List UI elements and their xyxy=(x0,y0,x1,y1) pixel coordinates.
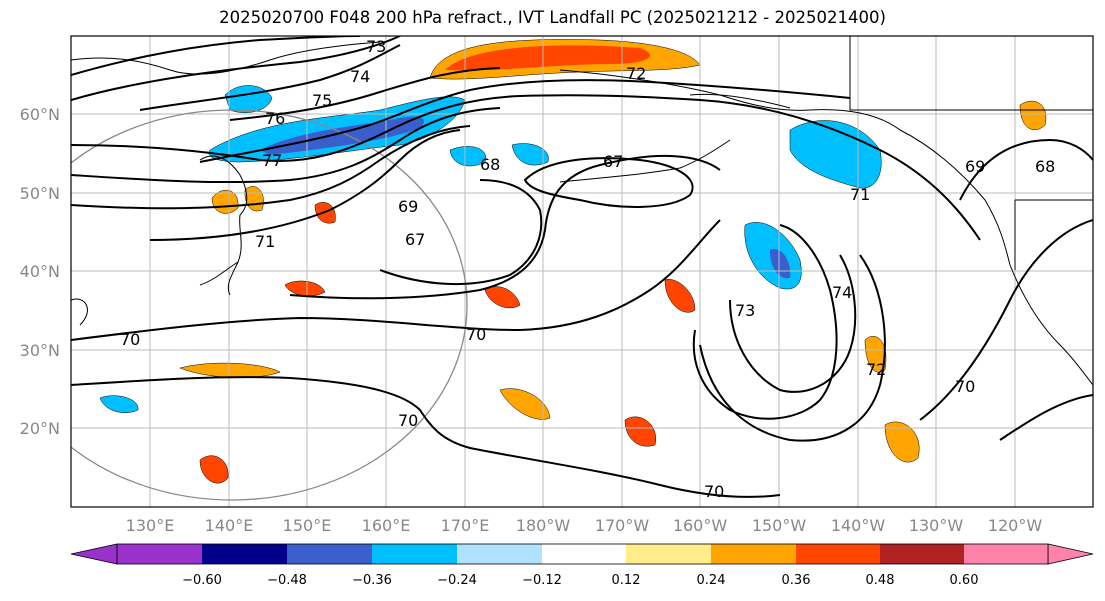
colorbar-segment xyxy=(117,544,202,564)
lon-label: 130°W xyxy=(909,516,964,535)
colorbar-segment xyxy=(880,544,964,564)
map-frame xyxy=(70,35,1094,508)
contour-label: 76 xyxy=(265,109,285,128)
lon-label: 180°W xyxy=(516,516,571,535)
lat-label: 40°N xyxy=(20,262,60,281)
contour-label: 67 xyxy=(603,152,623,171)
coastlines xyxy=(71,36,1093,386)
colorbar-tick-label: 0.60 xyxy=(950,573,979,588)
contour-label: 71 xyxy=(255,232,275,251)
lon-label: 160°E xyxy=(362,516,411,535)
contour-label: 73 xyxy=(735,301,755,320)
graticule xyxy=(71,36,1093,507)
contour-label: 71 xyxy=(850,185,870,204)
colorbar-segment xyxy=(457,544,542,564)
colorbar-tick-label: −0.36 xyxy=(352,573,392,588)
lon-label: 120°W xyxy=(988,516,1043,535)
contour-label: 70 xyxy=(955,377,975,396)
colorbar-segment xyxy=(796,544,880,564)
lon-label: 170°E xyxy=(441,516,490,535)
shade-positive-15n xyxy=(199,455,229,484)
shade-positive-160w xyxy=(664,279,696,313)
shade-positive-20n-a xyxy=(624,416,657,447)
lon-label: 130°E xyxy=(126,516,175,535)
contour-label: 67 xyxy=(405,230,425,249)
colorbar-segment xyxy=(711,544,796,564)
shade-positive-ak xyxy=(1019,100,1047,130)
contour-label: 70 xyxy=(704,482,724,501)
lon-label: 150°W xyxy=(752,516,807,535)
contour-label: 70 xyxy=(466,325,486,344)
shade-positive-40n xyxy=(284,280,326,297)
shade-positive-north-core xyxy=(445,45,650,71)
colorbar-extend-left xyxy=(70,543,118,565)
contour-label: 69 xyxy=(965,157,985,176)
contour-label: 69 xyxy=(398,197,418,216)
colorbar-tick-label: 0.12 xyxy=(612,573,641,588)
colorbar-segment xyxy=(372,544,457,564)
colorbar: −0.60 −0.48 −0.36 −0.24 −0.12 0.12 0.24 … xyxy=(70,543,1094,588)
lon-tick-labels: 130°E 140°E 150°E 160°E 170°E 180°W 170°… xyxy=(126,516,1043,535)
contour-label: 68 xyxy=(1035,157,1055,176)
lon-label: 140°E xyxy=(205,516,254,535)
contour-label: 70 xyxy=(120,330,140,349)
shade-positive-25n xyxy=(499,388,551,420)
shade-negative-25n-west xyxy=(99,395,139,413)
contour-label: 77 xyxy=(262,151,282,170)
contour-label: 73 xyxy=(366,37,386,56)
lat-label: 30°N xyxy=(20,341,60,360)
contour-label: 72 xyxy=(866,360,886,379)
colorbar-tick-label: 0.24 xyxy=(697,573,726,588)
colorbar-tick-label: −0.24 xyxy=(437,573,477,588)
contour-label: 74 xyxy=(832,283,852,302)
shade-positive-135w xyxy=(864,336,887,373)
contour-label: 72 xyxy=(626,64,646,83)
shade-positive-20n-b xyxy=(884,421,920,463)
anomaly-shading xyxy=(99,39,1047,484)
colorbar-tick-label: −0.60 xyxy=(182,573,222,588)
chart-title: 2025020700 F048 200 hPa refract., IVT La… xyxy=(219,8,886,27)
colorbar-segment xyxy=(202,544,287,564)
colorbar-extend-right xyxy=(1047,543,1094,565)
contour-label-group: 73 74 75 76 77 72 68 67 71 69 67 71 70 7… xyxy=(120,37,1055,501)
lat-label: 20°N xyxy=(20,419,60,438)
shade-negative-mid xyxy=(449,146,486,167)
contour-label: 75 xyxy=(312,91,332,110)
lon-label: 170°W xyxy=(595,516,650,535)
colorbar-segment xyxy=(964,544,1048,564)
colorbar-tick-label: 0.48 xyxy=(866,573,895,588)
shade-positive-30n xyxy=(179,362,281,378)
lon-label: 150°E xyxy=(283,516,332,535)
colorbar-tick-label: −0.48 xyxy=(267,573,307,588)
contour-label: 68 xyxy=(480,155,500,174)
shade-positive-180 xyxy=(484,286,521,309)
range-circle xyxy=(71,109,468,501)
shade-negative-mid2 xyxy=(511,143,549,166)
colorbar-segment xyxy=(287,544,372,564)
lon-label: 160°W xyxy=(673,516,728,535)
lon-label: 140°W xyxy=(831,516,886,535)
lat-tick-labels: 60°N 50°N 40°N 30°N 20°N xyxy=(20,105,60,438)
shade-negative-band-core xyxy=(260,116,424,155)
lat-label: 50°N xyxy=(20,184,60,203)
contour-label: 74 xyxy=(350,67,370,86)
refractivity-contours xyxy=(71,36,1093,498)
colorbar-tick-label: 0.36 xyxy=(782,573,811,588)
colorbar-segment xyxy=(542,544,626,564)
colorbar-tick-label: −0.12 xyxy=(522,573,562,588)
contour-label: 70 xyxy=(398,411,418,430)
lat-label: 60°N xyxy=(20,105,60,124)
colorbar-segment xyxy=(626,544,711,564)
